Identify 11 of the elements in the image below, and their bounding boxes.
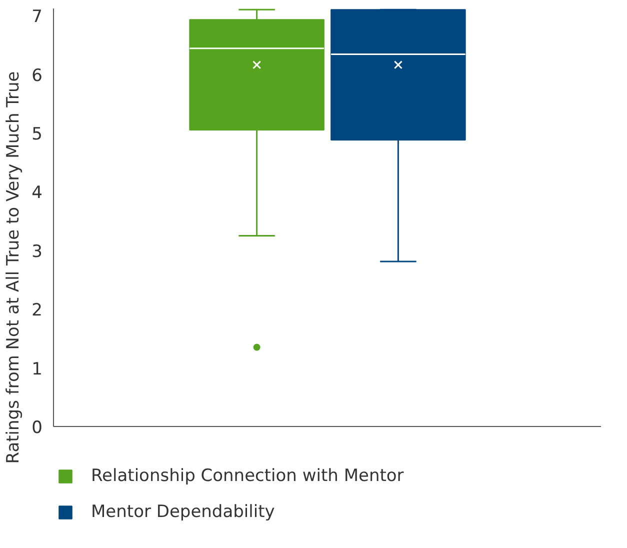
legend-label: Mentor Dependability — [91, 502, 275, 522]
y-tick-label: 7 — [32, 7, 43, 28]
y-tick-label: 1 — [32, 359, 43, 380]
y-tick-label: 6 — [32, 66, 43, 86]
y-axis-title: Ratings from Not at All True to Very Much True — [4, 71, 24, 464]
y-tick-label: 3 — [32, 242, 43, 262]
y-tick-label: 2 — [32, 300, 43, 321]
y-tick-label: 5 — [32, 124, 43, 144]
y-tick-label: 4 — [32, 183, 43, 204]
y-tick-label: 0 — [32, 418, 43, 438]
legend-label: Relationship Connection with Mentor — [91, 466, 404, 486]
